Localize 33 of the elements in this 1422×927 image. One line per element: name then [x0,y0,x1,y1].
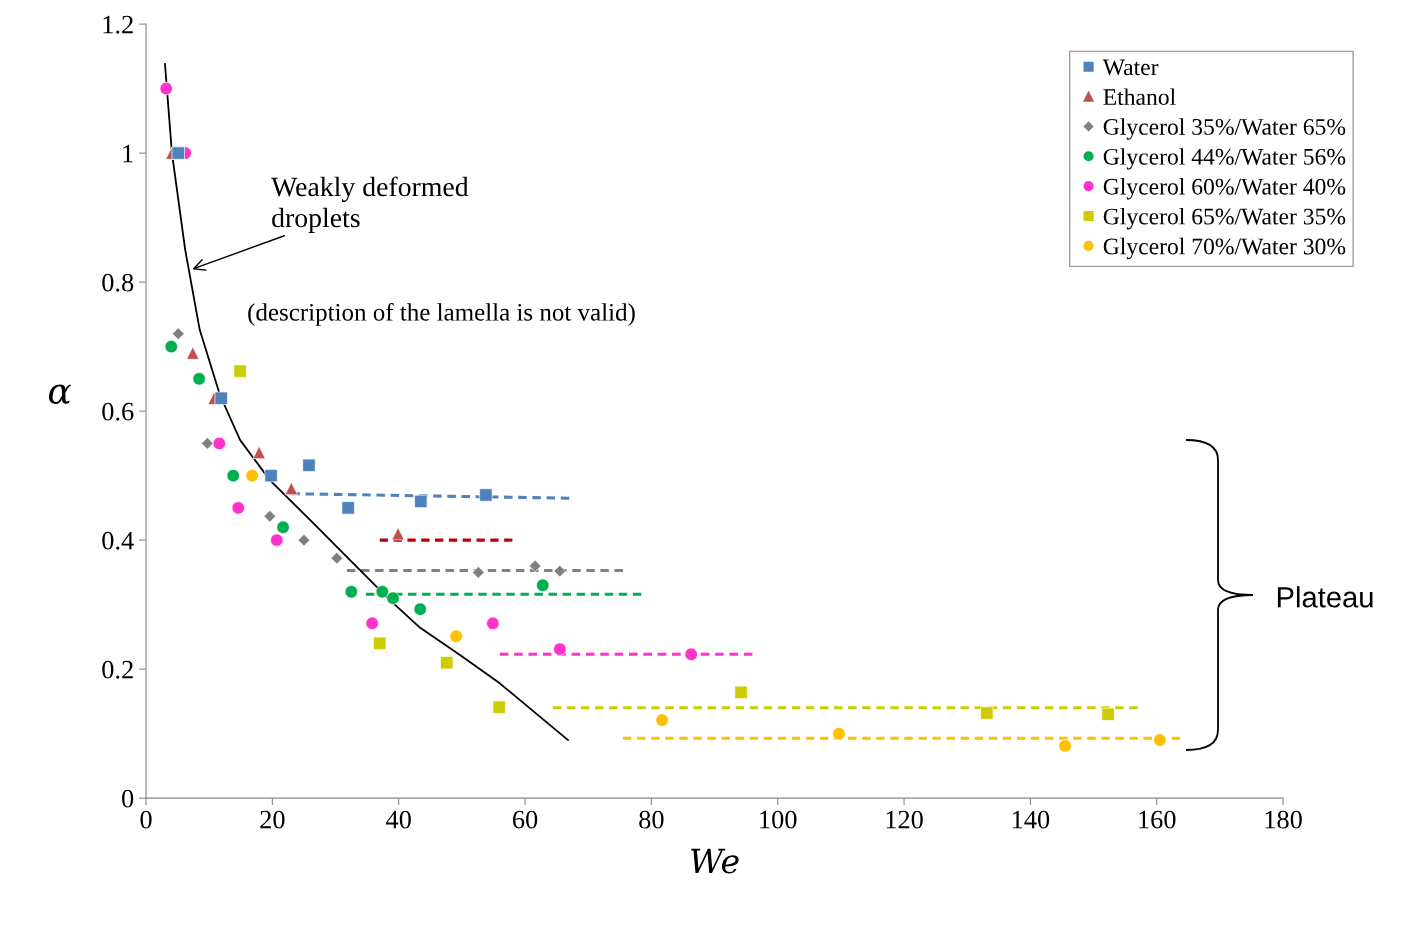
point [414,494,428,509]
line-series [164,63,569,741]
x-tick-label: 140 [1012,810,1050,829]
legend-label: Glycerol 35%/Water 65% [1103,118,1346,140]
point [373,636,387,650]
annotation: Weakly deformed droplets [271,176,469,233]
x-axis-title: We [691,848,739,874]
x-tick-label: 180 [1265,810,1302,829]
x-tick-label: 40 [386,810,411,829]
y-tick-label: 0.8 [102,273,134,292]
annotation: Plateau [1277,586,1373,608]
y-axis-title: α [48,384,72,405]
x-tick-label: 0 [140,810,152,829]
legend-label: Glycerol 65%/Water 35% [1103,207,1346,230]
point [171,146,185,160]
legend-label: Glycerol 60%/Water 40% [1103,178,1346,200]
y-tick-label: 0.4 [102,531,134,550]
x-tick-label: 160 [1139,810,1176,829]
legend-label: Glycerol 70%/Water 30% [1103,237,1346,260]
legend-label: Ethanol [1103,88,1176,106]
x-tick-label: 60 [512,810,538,829]
legend-label: Water [1102,59,1159,76]
y-tick-label: 1.2 [103,15,133,34]
x-tick-label: 80 [639,810,664,829]
annotation: (description of the lamella is not valid) [248,302,635,326]
x-tick-label: 100 [760,810,797,829]
y-tick-label: 0 [122,789,134,808]
y-tick-label: 0.6 [102,402,134,421]
legend-label: Glycerol 44%/Water 56% [1103,148,1346,170]
y-tick-label: 0.2 [102,660,133,679]
y-tick-label: 1 [123,144,133,163]
x-tick-label: 20 [260,810,285,829]
x-tick-label: 120 [886,810,923,829]
